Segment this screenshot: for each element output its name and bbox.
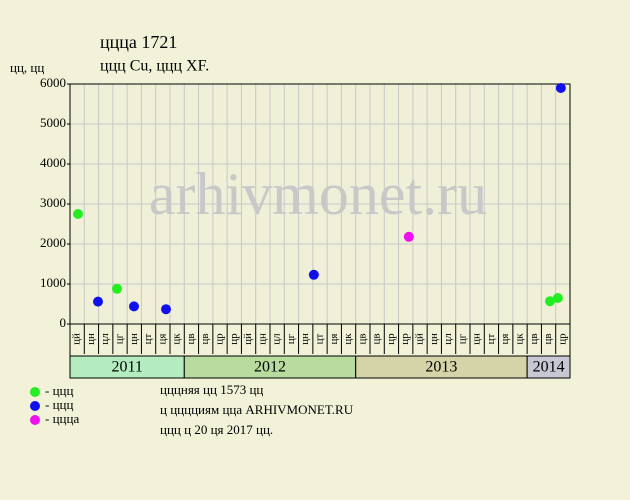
data-point [308,269,319,280]
month-label: цт [142,333,154,344]
month-label: цр [556,333,568,345]
data-point [552,293,563,303]
month-label: цг [285,333,297,344]
month-label: цн [428,333,440,345]
month-label: цв [356,333,368,344]
legend-label: - ццц [45,397,73,412]
year-label: 2011 [111,359,142,376]
legend-marker [30,401,40,411]
chart-title: ццца 1721 [100,32,177,52]
month-label: цв [528,333,540,344]
month-label: цв [199,333,211,344]
month-label: цн [256,333,268,345]
month-label: цн [85,333,97,345]
month-label: цк [342,333,354,345]
month-label: цв [371,333,383,344]
year-band [526,355,571,379]
month-label: цв [185,333,197,344]
y-tick-label: 6000 [40,75,66,90]
y-tick-label: 0 [60,315,67,330]
month-label: цр [399,333,411,345]
month-label: цй [71,333,83,345]
year-label: 2013 [425,359,457,376]
month-label: цн [471,333,483,345]
month-label: цт [485,333,497,344]
month-label: цн [299,333,311,345]
y-tick-label: 3000 [40,195,66,210]
month-label: цг [114,333,126,344]
note: цццняя цц 1573 цц [160,382,263,397]
data-point [545,296,555,307]
month-label: цр [385,333,397,345]
y-tick-label: 5000 [40,115,66,130]
month-label: цк [514,333,526,345]
watermark: arhivmonet.ru [149,161,487,227]
data-point [112,283,122,294]
y-tick-label: 1000 [40,275,66,290]
month-label: цй [242,333,254,345]
data-point [93,296,103,307]
month-label: цл [442,333,454,345]
y-tick-label: 2000 [40,235,66,250]
month-label: цв [542,333,554,344]
data-point [403,231,414,242]
year-label: 2014 [533,359,565,376]
data-point [161,304,171,315]
legend-label: - ццц [45,383,73,398]
data-point [555,83,566,93]
data-point [73,209,83,219]
month-label: ця [156,334,168,345]
month-label: цг [456,333,468,344]
month-label: цт [314,333,326,344]
month-label: ця [499,334,511,345]
month-label: цр [214,333,226,345]
month-label: цй [414,333,426,345]
month-label: цл [271,333,283,345]
month-label: цк [171,333,183,345]
legend-marker [30,415,40,425]
data-point [129,301,139,312]
chart-subtitle: ццц Cu, ццц XF. [100,58,209,75]
month-label: цн [128,333,140,345]
y-tick-label: 4000 [40,155,66,170]
y-axis-label: цц, цц [10,60,44,75]
note: ц цццциям цца ARHIVMONET.RU [160,402,354,417]
month-label: цр [228,333,240,345]
legend-marker [30,387,40,397]
legend-label: - ццца [45,411,79,426]
note: ццц ц 20 ця 2017 цц. [160,422,273,437]
year-label: 2012 [254,359,286,376]
month-label: цл [99,333,111,345]
month-label: ця [328,334,340,345]
